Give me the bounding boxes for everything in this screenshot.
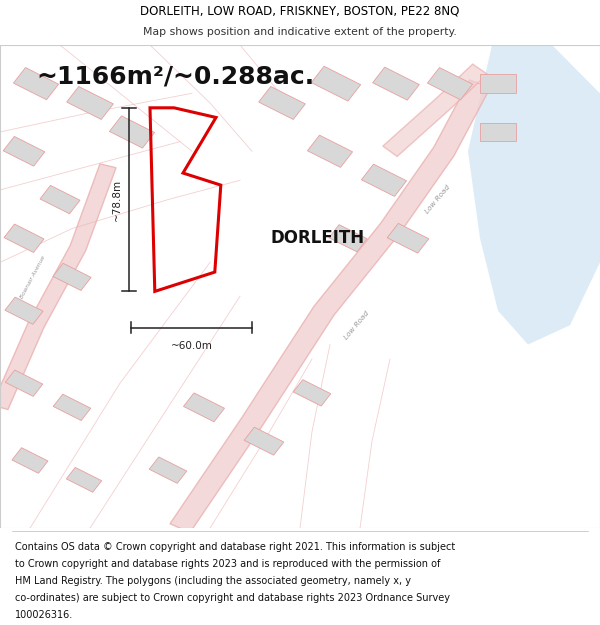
Polygon shape	[170, 80, 490, 532]
Text: DORLEITH: DORLEITH	[270, 229, 364, 248]
Polygon shape	[480, 74, 516, 93]
Text: ~78.8m: ~78.8m	[112, 179, 122, 221]
Polygon shape	[329, 224, 367, 252]
Polygon shape	[12, 448, 48, 473]
Polygon shape	[387, 223, 429, 253]
Polygon shape	[67, 468, 101, 492]
Text: Low Road: Low Road	[424, 184, 452, 215]
Polygon shape	[244, 427, 284, 455]
Text: 100026316.: 100026316.	[15, 609, 73, 619]
Polygon shape	[383, 64, 487, 156]
Polygon shape	[67, 86, 113, 119]
Text: DORLEITH, LOW ROAD, FRISKNEY, BOSTON, PE22 8NQ: DORLEITH, LOW ROAD, FRISKNEY, BOSTON, PE…	[140, 5, 460, 18]
Polygon shape	[13, 68, 59, 100]
Polygon shape	[480, 122, 516, 141]
Text: Contains OS data © Crown copyright and database right 2021. This information is : Contains OS data © Crown copyright and d…	[15, 542, 455, 552]
Polygon shape	[40, 186, 80, 214]
Text: ~1166m²/~0.288ac.: ~1166m²/~0.288ac.	[36, 64, 314, 88]
Polygon shape	[0, 164, 116, 409]
Polygon shape	[5, 297, 43, 324]
Text: to Crown copyright and database rights 2023 and is reproduced with the permissio: to Crown copyright and database rights 2…	[15, 559, 440, 569]
Polygon shape	[468, 45, 600, 344]
Polygon shape	[259, 86, 305, 119]
Text: Low Road: Low Road	[343, 310, 371, 341]
Polygon shape	[3, 136, 45, 166]
Text: HM Land Registry. The polygons (including the associated geometry, namely x, y: HM Land Registry. The polygons (includin…	[15, 576, 411, 586]
Polygon shape	[109, 116, 155, 148]
Polygon shape	[307, 135, 353, 168]
Polygon shape	[53, 263, 91, 291]
Polygon shape	[4, 224, 44, 253]
Polygon shape	[373, 67, 419, 100]
Polygon shape	[149, 457, 187, 483]
Polygon shape	[5, 370, 43, 396]
Polygon shape	[53, 394, 91, 421]
Polygon shape	[311, 66, 361, 101]
Polygon shape	[184, 393, 224, 422]
Text: Bownair Avenue: Bownair Avenue	[20, 254, 46, 299]
Text: Map shows position and indicative extent of the property.: Map shows position and indicative extent…	[143, 28, 457, 38]
Polygon shape	[361, 164, 407, 196]
Text: ~60.0m: ~60.0m	[170, 341, 212, 351]
Polygon shape	[427, 68, 473, 100]
Polygon shape	[293, 379, 331, 406]
Text: co-ordinates) are subject to Crown copyright and database rights 2023 Ordnance S: co-ordinates) are subject to Crown copyr…	[15, 592, 450, 602]
